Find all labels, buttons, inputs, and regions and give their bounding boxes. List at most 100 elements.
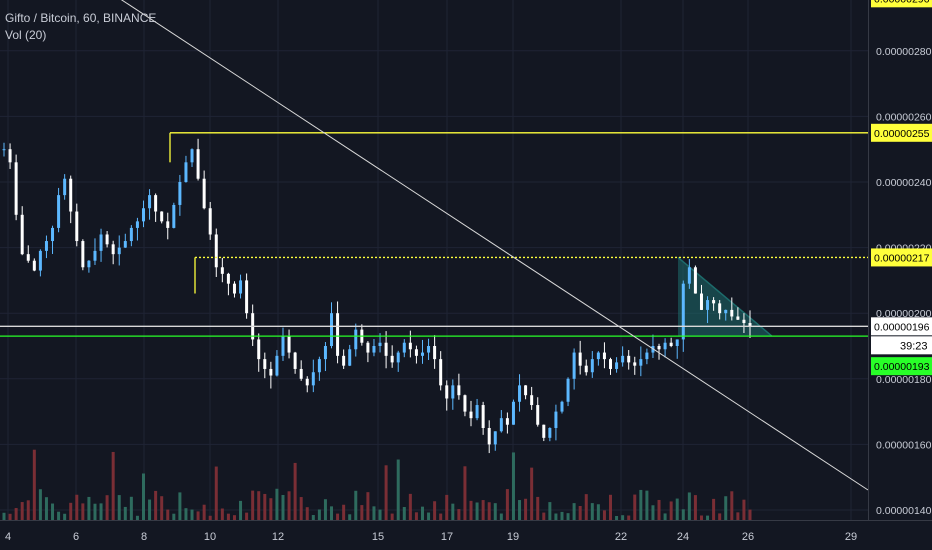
candle-body [275,355,279,376]
candle-body [245,280,249,314]
candle-body [524,385,528,396]
candle-body [566,378,570,402]
time-axis[interactable]: 4 6 8 10 12 15 17 19 22 24 26 29 [0,520,932,544]
drawing-shapes[interactable] [677,256,773,337]
countdown-badge [871,336,932,355]
volume-bar [420,506,424,520]
candle-body [621,355,625,363]
price-axis[interactable]: 0.00000140 0.00000160 0.00000180 0.00000200… [868,0,932,520]
volume-bar [687,492,691,520]
volume-bar [657,499,661,520]
price-badge [871,0,932,8]
volume-bar [154,490,158,520]
candle-body [135,221,139,228]
volume-bar [51,503,55,520]
volume-bar [14,508,18,520]
candle-body [542,424,546,438]
candle-body [154,195,158,212]
candle-body [220,267,224,274]
volume-bar [572,503,576,520]
volume-bar [63,513,67,520]
volume-bar [32,449,36,520]
volume-bar [239,500,243,520]
volume-bar [457,509,461,520]
candle-body [445,385,449,399]
candle-body [20,214,24,255]
candle-body [433,346,437,360]
candle-body [99,234,103,251]
volume-bar [669,501,673,520]
candle-body [657,346,661,350]
candle-body [281,336,285,356]
candle-body [663,342,667,350]
volume-bar [699,515,703,520]
x-tick-label: 15 [372,531,384,543]
price-badge-label: 0.00000296 [874,0,930,5]
candle-body [129,227,133,242]
volume-bar [226,513,230,520]
descending-trendline [120,0,869,491]
candle-body [457,385,461,396]
volume-bar [378,509,382,520]
volume-bar [596,504,600,520]
x-tick-label: 26 [742,531,754,543]
price-badge-label: 0.00000255 [874,128,930,140]
candle-body [693,267,697,294]
volume-bar [330,506,334,520]
y-tick-label: 0.00000280 [876,46,932,58]
candle-body [378,342,382,346]
volume-bar [615,515,619,520]
x-tick-label: 4 [5,531,11,543]
volume-bar [511,452,515,520]
candle-body [590,359,594,373]
drawn-lines[interactable] [0,0,869,491]
candle-body [317,359,321,373]
candle-body [530,395,534,406]
candle-body [287,336,291,353]
volume-indicator-label[interactable]: Vol (20) [5,28,47,42]
candle-body [117,247,121,255]
candle-body [366,342,370,353]
volume-bar [693,495,697,520]
volume-bar [560,511,564,520]
candle-body [396,352,400,363]
candle-body [75,211,79,242]
volume-bar [730,491,734,520]
volume-bar [475,502,479,520]
volume-bar [681,509,685,520]
volume-bar [354,490,358,520]
candle-body [451,385,455,399]
price-badge [871,248,932,267]
volume-bar [81,503,85,520]
volume-bar [166,509,170,520]
volume-bar [117,495,121,520]
candle-body [342,355,346,366]
volume-bar [469,500,473,520]
volume-bar [742,499,746,520]
volume-bar [26,500,30,520]
x-tick-label: 24 [677,531,689,543]
candle-body [427,346,431,353]
chart-legend: Gifto / Bitcoin, 60, BINANCE Vol (20) [5,10,156,44]
candle-body [336,313,340,356]
y-tick-label: 0.00000260 [876,111,932,123]
candle-body [232,283,236,294]
x-tick-label: 12 [272,531,284,543]
candle-body [669,342,673,346]
volume-bar [445,494,449,520]
volume-bar [348,514,352,520]
candle-body [178,182,182,205]
candle-body [414,349,418,356]
volume-bar [299,497,303,520]
candle-body [57,195,61,228]
price-badge [871,123,932,142]
volume-bar [724,496,728,520]
volume-bar [536,496,540,520]
volume-bar [548,502,552,520]
volume-bar [202,504,206,520]
volume-bar [129,496,133,520]
candle-body [141,208,145,222]
symbol-title[interactable]: Gifto / Bitcoin, 60, BINANCE [5,11,157,25]
x-tick-label: 8 [141,531,147,543]
